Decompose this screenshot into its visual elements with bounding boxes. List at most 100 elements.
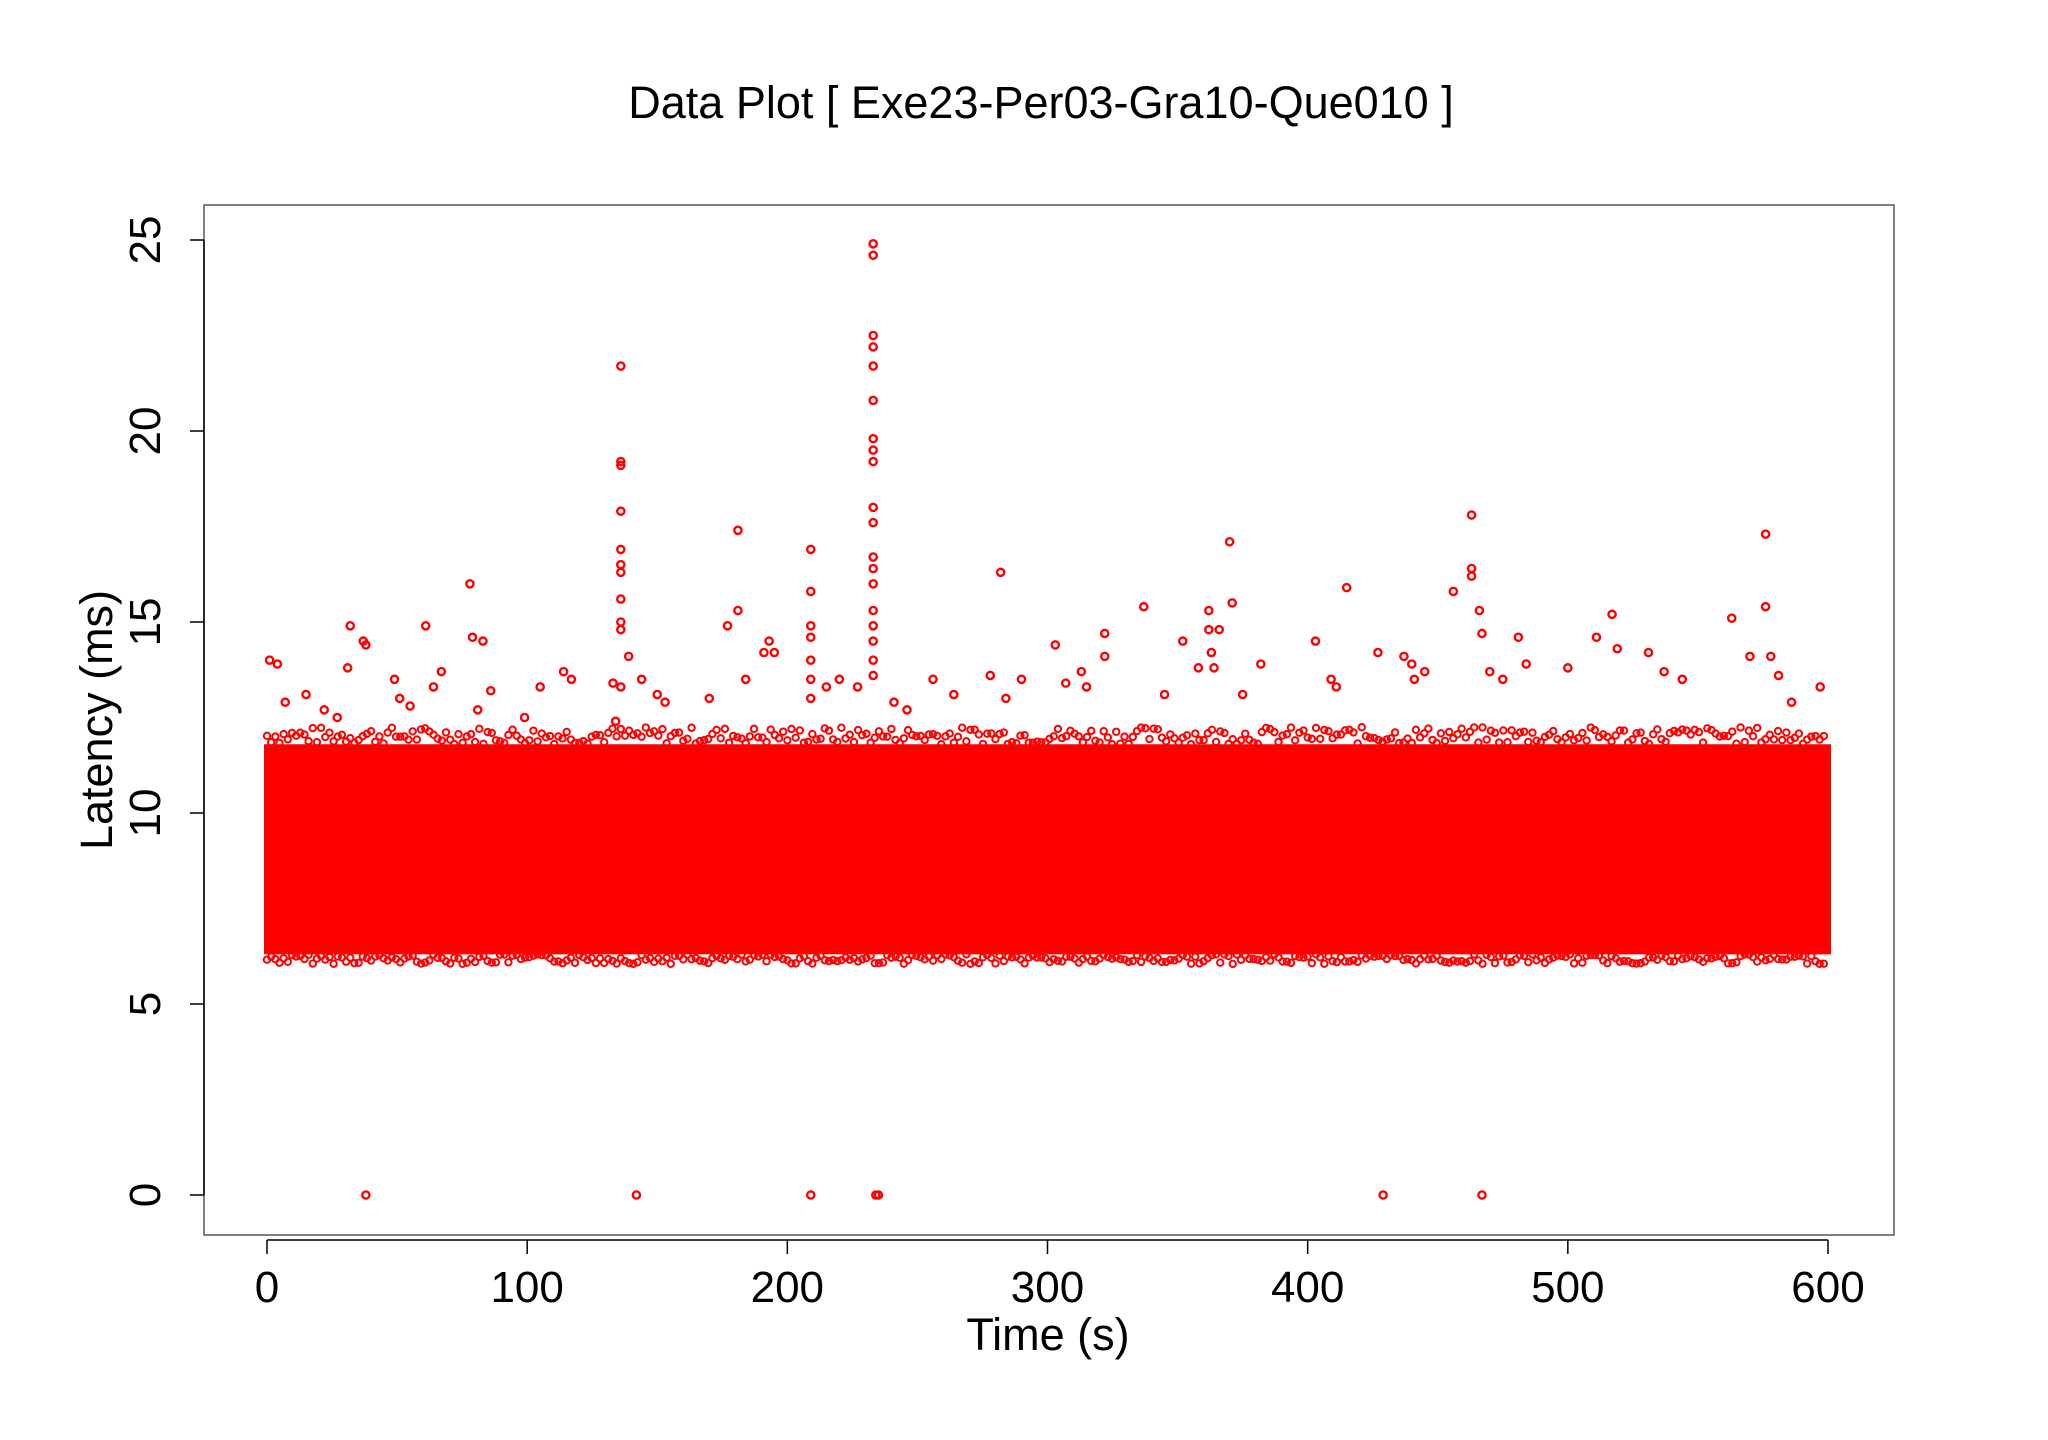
band-edge-point [1353,957,1362,967]
band-edge-point [870,958,879,968]
y-tick-label: 20 [121,407,170,456]
data-point [1815,682,1825,692]
band-edge-point [1611,731,1620,740]
band-edge-point [1307,734,1317,744]
band-edge-point [812,735,821,744]
band-edge-point [1236,736,1246,745]
band-edge-point [891,952,900,961]
band-edge-point [824,956,834,966]
band-edge-point [1295,952,1304,962]
band-edge-point [1436,956,1446,965]
data-point [868,552,878,562]
band-edge-point [1782,728,1791,737]
band-edge-point [491,736,501,745]
band-edge-point [1120,732,1129,741]
data-point [1786,697,1797,708]
data-point [428,682,439,692]
band-edge-point [1574,733,1583,743]
band-edge-point [1444,727,1454,737]
band-edge-point [1486,952,1496,962]
band-edge-point [1440,957,1450,967]
band-edge-point [1590,725,1600,735]
band-edge-point [1569,959,1579,968]
band-edge-point [970,725,979,734]
data-point [1563,663,1573,673]
band-edge-point [753,952,763,961]
band-edge-point [1544,955,1554,964]
data-point [1477,628,1487,639]
band-edge-point [1698,738,1708,747]
band-edge-point [908,950,917,960]
band-edge-point [1336,730,1346,739]
band-edge-point [674,728,684,737]
band-edge-point [1195,735,1204,745]
band-edge-point [1778,735,1787,745]
band-edge-point [1124,957,1133,967]
band-edge-point [816,734,825,743]
data-point [769,647,780,658]
band-edge-point [1091,736,1100,745]
data-point [1310,636,1321,646]
band-edge-point [1182,952,1192,961]
band-edge-point [1074,732,1083,741]
band-edge-point [1245,954,1254,964]
band-edge-point [1420,729,1429,738]
band-edge-point [525,952,534,962]
data-point [852,682,863,692]
band-edge-point [1469,950,1479,959]
band-edge-point [1703,724,1712,733]
band-edge-point [1719,954,1729,963]
band-edge-point [1145,734,1154,744]
band-edge-point [1037,738,1046,747]
band-edge-point [1003,952,1013,961]
data-point [868,445,878,455]
band-edge-point [1444,958,1454,967]
band-edge-point [1578,958,1587,967]
data-point [1237,689,1248,700]
data-point [868,636,878,646]
band-edge-point [1507,726,1516,735]
band-edge-point [783,736,792,745]
band-edge-point [1807,732,1816,741]
band-edge-point [787,724,796,734]
data-point [558,666,569,677]
band-edge-point [1457,957,1466,966]
band-edge-point [991,959,1000,968]
band-edge-point [987,729,996,738]
band-edge-point [916,953,925,962]
band-edge-point [1819,959,1829,968]
band-edge-point [566,953,576,962]
band-edge-point [999,728,1008,737]
band-edge-point [687,955,696,964]
band-edge-point [1062,732,1071,741]
band-edge-point [1166,955,1175,965]
band-edge-point [296,728,305,737]
band-edge-point [1661,737,1670,747]
band-edge-point [1170,734,1179,743]
band-edge-point [1615,957,1625,966]
band-edge-point [346,733,355,743]
band-edge-point [737,950,746,959]
band-edge-point [1132,950,1142,960]
band-edge-point [1049,955,1058,964]
band-edge-point [1282,730,1292,739]
data-point [1214,624,1225,635]
band-edge-point [591,958,601,968]
band-edge-point [758,950,767,959]
band-edge-point [1403,955,1412,964]
band-edge-point [1278,731,1287,740]
band-edge-point [1274,953,1283,962]
band-edge-point [1465,956,1475,966]
band-edge-point [1099,727,1108,736]
data-point [873,1190,884,1200]
band-edge-point [337,730,347,740]
band-edge-point [1390,951,1400,961]
band-edge-point [1432,951,1441,960]
band-edge-point [533,737,542,746]
band-edge-point [533,950,542,959]
band-edge-point [1644,953,1654,962]
band-edge-point [491,958,501,967]
band-edge-point [679,736,688,745]
band-edge-point [1628,959,1637,968]
band-edge-point [1436,729,1446,738]
